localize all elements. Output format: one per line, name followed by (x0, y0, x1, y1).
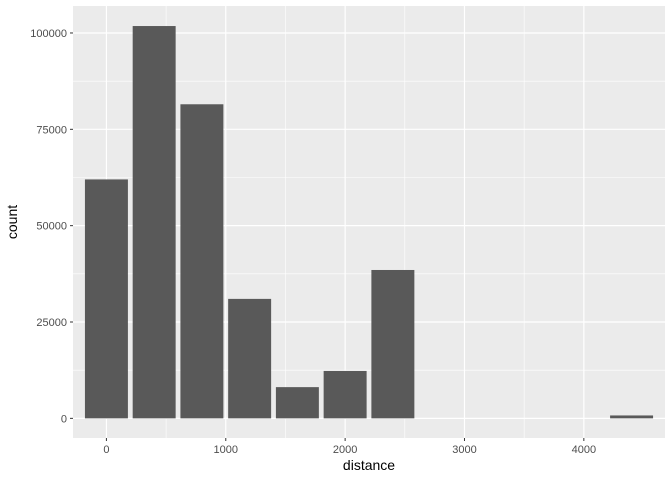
x-tick-label: 1000 (214, 444, 238, 456)
histogram-bar (371, 269, 415, 419)
x-axis-label: distance (343, 457, 395, 473)
y-tick-label: 100000 (30, 28, 67, 40)
histogram-bar (610, 415, 654, 419)
y-tick-label: 25000 (36, 317, 67, 329)
histogram-bar (180, 104, 224, 419)
x-tick-label: 4000 (572, 444, 596, 456)
histogram-bar (84, 179, 128, 419)
histogram-bar (275, 387, 319, 419)
histogram-bar (323, 370, 367, 419)
x-tick-label: 3000 (452, 444, 476, 456)
histogram-bar (228, 298, 272, 419)
y-tick-label: 75000 (36, 124, 67, 136)
y-tick-label: 50000 (36, 221, 67, 233)
y-tick-label: 0 (61, 413, 67, 425)
x-tick-label: 0 (103, 444, 109, 456)
x-tick-label: 2000 (333, 444, 357, 456)
histogram-bar (132, 26, 176, 419)
y-axis-label: count (4, 205, 20, 239)
